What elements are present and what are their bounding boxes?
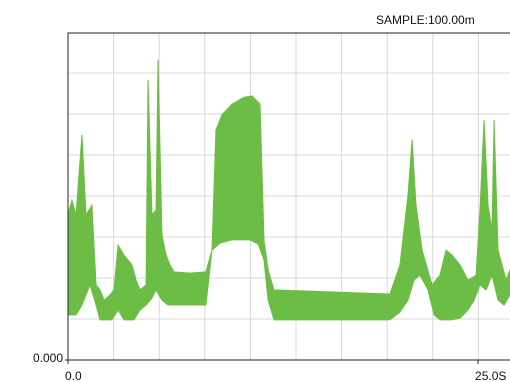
x-tick-label: 0.0	[65, 369, 82, 382]
y-tick-label: 0.000	[33, 351, 63, 365]
plot-frame	[67, 32, 510, 361]
chart-title: SAMPLE:100.00m	[376, 13, 475, 27]
x-tick-label: 25.0S	[475, 369, 506, 382]
band-area	[67, 59, 510, 321]
